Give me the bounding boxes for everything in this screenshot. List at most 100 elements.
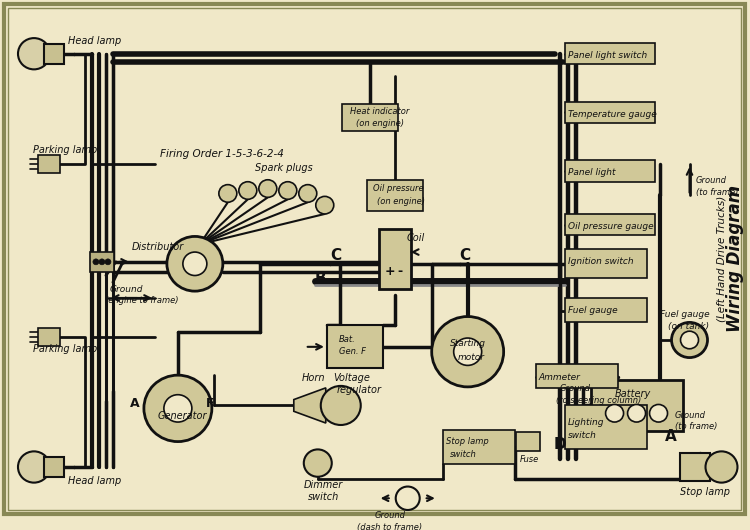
Bar <box>327 325 382 368</box>
Circle shape <box>396 487 420 510</box>
Text: Gen. F: Gen. F <box>339 347 366 356</box>
Text: Fuse: Fuse <box>520 455 539 464</box>
Text: Fuel gauge: Fuel gauge <box>659 310 710 319</box>
Text: (Left Hand Drive Trucks): (Left Hand Drive Trucks) <box>716 196 727 322</box>
Bar <box>590 380 682 431</box>
Text: Ammeter: Ammeter <box>538 373 580 382</box>
Text: Voltage: Voltage <box>333 373 370 383</box>
Circle shape <box>298 184 316 202</box>
Text: Distributor: Distributor <box>132 242 184 252</box>
Bar <box>379 228 411 289</box>
Text: Head lamp: Head lamp <box>68 36 122 46</box>
Text: Stop lamp: Stop lamp <box>446 437 488 446</box>
Text: Firing Order 1-5-3-6-2-4: Firing Order 1-5-3-6-2-4 <box>160 149 284 160</box>
Circle shape <box>316 197 334 214</box>
Circle shape <box>454 338 482 365</box>
Circle shape <box>144 375 211 441</box>
Text: (to frame): (to frame) <box>674 422 717 431</box>
Text: Oil pressure gauge: Oil pressure gauge <box>568 222 653 231</box>
Bar <box>565 43 655 65</box>
Circle shape <box>93 259 99 265</box>
Circle shape <box>706 452 737 483</box>
Text: B: B <box>315 271 326 286</box>
Text: switch: switch <box>308 492 339 502</box>
Text: (engine to frame): (engine to frame) <box>105 296 178 305</box>
Bar <box>90 252 114 271</box>
Text: Horn: Horn <box>302 373 326 383</box>
Text: Ground: Ground <box>695 176 727 186</box>
Text: Panel light: Panel light <box>568 169 615 178</box>
Text: Heat indicator: Heat indicator <box>350 107 410 116</box>
Bar <box>565 249 646 278</box>
Text: +: + <box>385 265 395 278</box>
Text: Coil: Coil <box>406 233 425 243</box>
Text: Generator: Generator <box>158 411 208 421</box>
Text: Ignition switch: Ignition switch <box>568 258 633 267</box>
Bar <box>516 432 539 452</box>
Circle shape <box>628 404 646 422</box>
Text: Ground: Ground <box>560 384 590 393</box>
Text: Dimmer: Dimmer <box>304 480 343 490</box>
Text: Wiring Diagram: Wiring Diagram <box>727 186 745 332</box>
Bar <box>367 180 423 211</box>
Bar <box>565 405 646 449</box>
Bar <box>38 328 60 346</box>
Circle shape <box>99 259 105 265</box>
Circle shape <box>183 252 207 276</box>
Text: -: - <box>398 265 403 278</box>
Text: regulator: regulator <box>337 385 382 395</box>
Circle shape <box>259 180 277 197</box>
Text: Parking lamp: Parking lamp <box>33 344 98 354</box>
Text: Battery: Battery <box>614 388 651 399</box>
Text: C: C <box>460 249 471 263</box>
Circle shape <box>164 395 192 422</box>
Circle shape <box>605 404 623 422</box>
Circle shape <box>680 331 698 349</box>
Bar <box>44 44 64 64</box>
Bar <box>536 365 617 388</box>
Text: Head lamp: Head lamp <box>68 475 122 485</box>
Circle shape <box>105 259 111 265</box>
Circle shape <box>432 316 504 387</box>
Text: Panel light switch: Panel light switch <box>568 51 646 60</box>
Text: switch: switch <box>568 431 596 440</box>
Circle shape <box>650 404 668 422</box>
Circle shape <box>304 449 332 477</box>
Text: F: F <box>206 397 214 410</box>
Text: (to steering column): (to steering column) <box>556 396 640 405</box>
Text: Ground: Ground <box>674 411 706 420</box>
Circle shape <box>18 452 50 483</box>
Bar <box>565 214 655 235</box>
Text: Ground: Ground <box>374 511 405 520</box>
Text: (to frame): (to frame) <box>695 188 738 197</box>
Text: (on tank): (on tank) <box>668 322 709 331</box>
Text: D: D <box>554 437 566 452</box>
Text: (dash to frame): (dash to frame) <box>357 523 422 530</box>
Text: Ground: Ground <box>110 285 143 294</box>
Text: switch: switch <box>450 450 476 459</box>
Text: A: A <box>130 397 140 410</box>
Text: C: C <box>330 249 341 263</box>
Text: Bat.: Bat. <box>339 334 356 343</box>
Text: motor: motor <box>458 353 484 362</box>
Bar <box>680 453 710 481</box>
Circle shape <box>18 38 50 69</box>
Polygon shape <box>294 388 326 423</box>
Circle shape <box>671 322 707 358</box>
Text: Starting: Starting <box>450 339 486 348</box>
Text: Oil pressure: Oil pressure <box>373 184 423 193</box>
Bar <box>565 102 655 123</box>
Text: Fuel gauge: Fuel gauge <box>568 306 617 315</box>
Text: Parking lamp: Parking lamp <box>33 145 98 155</box>
Bar <box>342 103 398 131</box>
Circle shape <box>321 386 361 425</box>
Circle shape <box>219 184 237 202</box>
Text: (on engine): (on engine) <box>356 119 404 128</box>
Bar <box>565 298 646 322</box>
Text: Stop lamp: Stop lamp <box>680 488 730 497</box>
Bar <box>565 160 655 182</box>
Text: A: A <box>664 429 676 444</box>
Text: Lighting: Lighting <box>568 418 604 427</box>
Circle shape <box>238 182 256 199</box>
Circle shape <box>279 182 297 199</box>
